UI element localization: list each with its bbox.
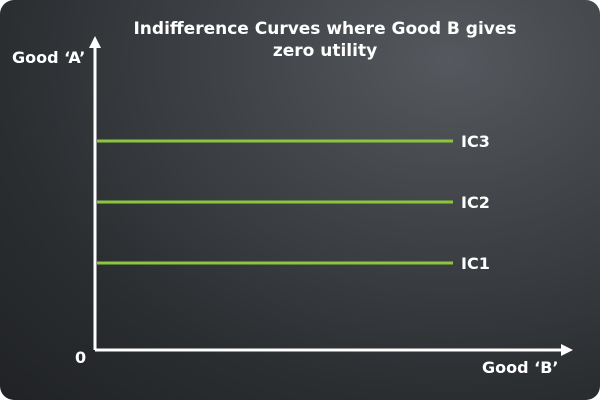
- curve-label-ic1: IC1: [461, 254, 490, 273]
- x-axis-arrow: [561, 344, 573, 356]
- curve-label-ic3: IC3: [461, 132, 490, 151]
- curves-layer: IC1 IC2 IC3: [97, 132, 490, 273]
- y-axis-arrow: [89, 36, 101, 48]
- y-axis-label: Good ‘A’: [12, 48, 85, 67]
- chart-title: Indifference Curves where Good B gives z…: [133, 19, 517, 61]
- x-axis-label: Good ‘B’: [482, 358, 559, 377]
- curve-label-ic2: IC2: [461, 193, 490, 212]
- origin-label: 0: [75, 348, 86, 367]
